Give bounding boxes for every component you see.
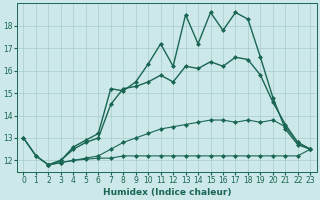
X-axis label: Humidex (Indice chaleur): Humidex (Indice chaleur) [103, 188, 231, 197]
